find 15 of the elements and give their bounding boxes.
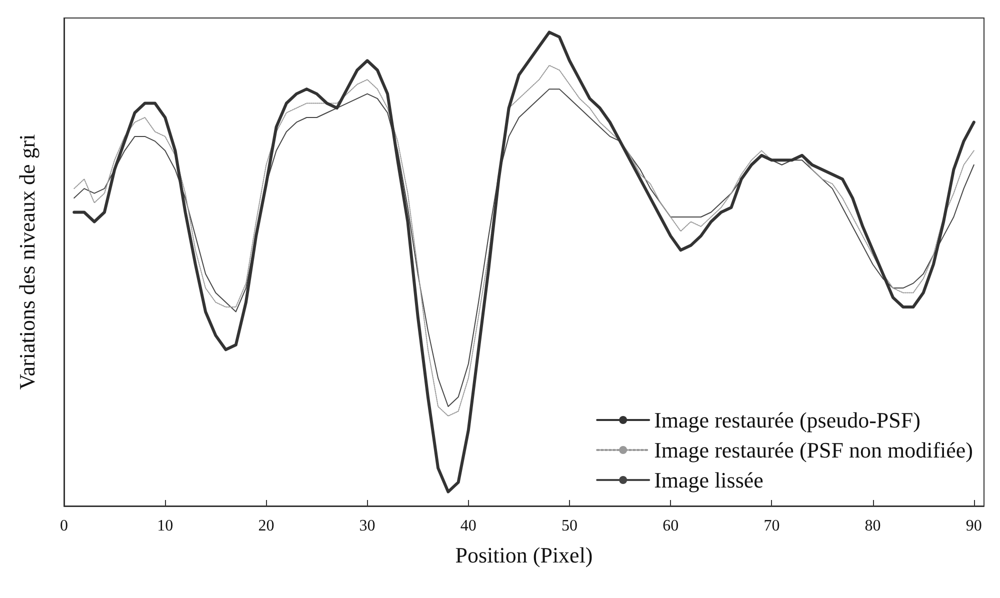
x-axis-title: Position (Pixel) [455,542,593,568]
legend-label: Image lissée [654,468,764,492]
x-tick-label: 20 [258,518,274,534]
x-tick-label: 10 [157,518,174,534]
x-tick-label: 0 [60,518,68,534]
legend-label: Image restaurée (pseudo-PSF) [654,408,920,432]
x-tick-label: 50 [561,518,578,534]
x-tick-label: 60 [662,518,679,534]
legend-label: Image restaurée (PSF non modifiée) [654,438,974,462]
x-tick-label: 70 [764,518,780,534]
y-axis-title: Variations des niveaux de gri [14,134,40,390]
x-tick-label: 40 [460,518,476,534]
x-tick-label: 30 [359,518,376,534]
x-tick-label: 80 [864,518,881,534]
x-tick-label: 90 [966,518,982,534]
